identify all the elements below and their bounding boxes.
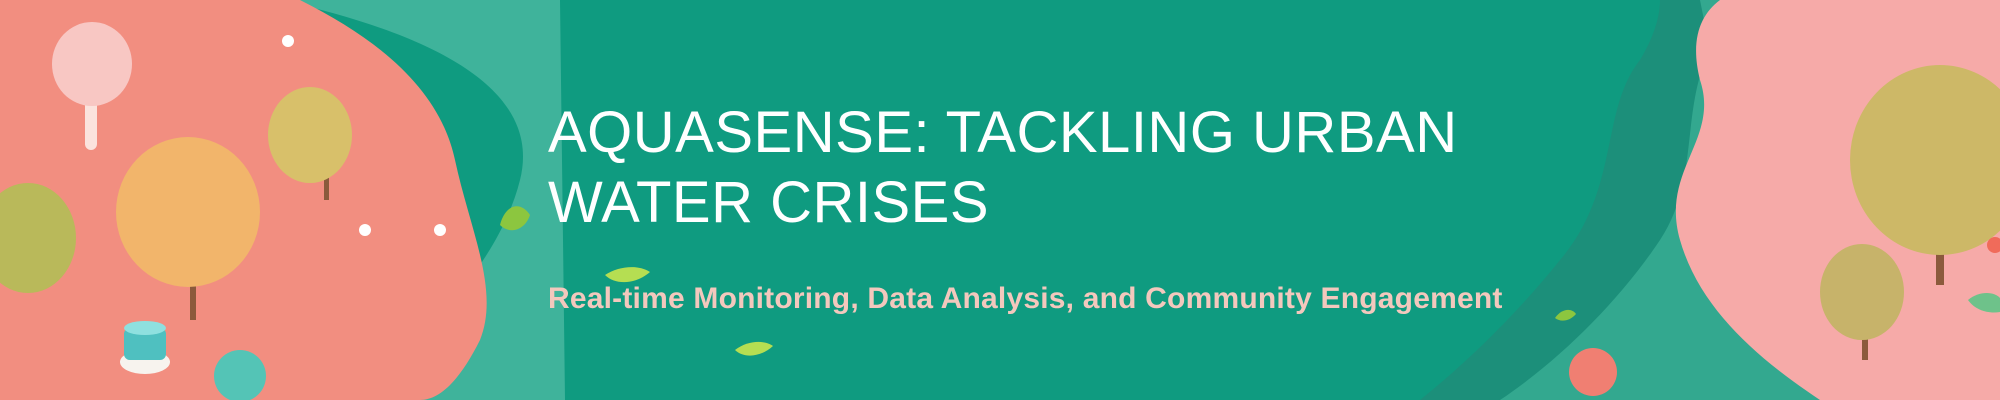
leaf-icon bbox=[1555, 309, 1576, 321]
ball-icon bbox=[214, 350, 266, 400]
dot-icon bbox=[359, 224, 371, 236]
tree-icon bbox=[268, 87, 352, 200]
tree-icon bbox=[116, 137, 260, 320]
page-title: AQUASENSE: TACKLING URBAN WATER CRISES bbox=[548, 98, 1648, 238]
title-line-1: AQUASENSE: TACKLING URBAN bbox=[548, 100, 1458, 165]
leaf-icon bbox=[1968, 293, 2000, 313]
leaf-icon bbox=[735, 341, 773, 356]
ball-icon bbox=[1569, 348, 1617, 396]
ball-icon bbox=[1987, 237, 2000, 253]
dot-icon bbox=[434, 224, 446, 236]
hero-text: AQUASENSE: TACKLING URBAN WATER CRISES R… bbox=[548, 98, 1648, 316]
cup-icon bbox=[120, 321, 170, 374]
dot-icon bbox=[282, 35, 294, 47]
tree-icon bbox=[1820, 244, 1904, 360]
left-teal-wave bbox=[280, 0, 565, 400]
tree-icon bbox=[1850, 65, 2000, 285]
leaf-icon bbox=[605, 267, 650, 283]
lollipop-tree-icon bbox=[52, 22, 132, 150]
tree-icon bbox=[0, 183, 76, 293]
subtitle: Real-time Monitoring, Data Analysis, and… bbox=[548, 282, 1503, 315]
leaf-icon bbox=[500, 206, 530, 231]
title-line-2: WATER CRISES bbox=[548, 170, 990, 235]
